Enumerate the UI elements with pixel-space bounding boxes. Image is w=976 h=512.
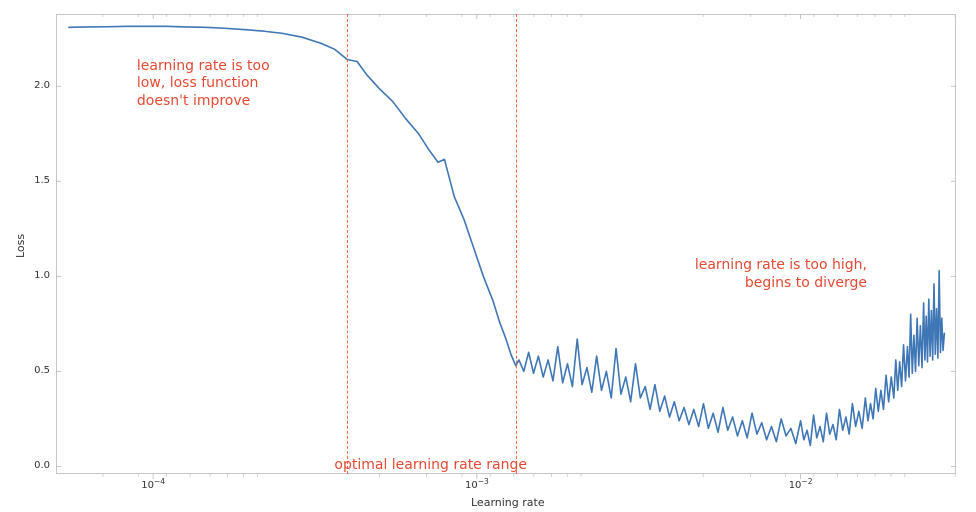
vline-low: [347, 14, 348, 474]
annotation-0: learning rate is too low, loss function …: [137, 58, 270, 111]
x-tick-label: 10−4: [141, 480, 165, 491]
x-tick-label: 10−3: [465, 480, 489, 491]
y-tick-label: 2.0: [34, 80, 50, 91]
y-tick-label: 1.5: [34, 175, 50, 186]
x-tick-label: 10−2: [789, 480, 813, 491]
y-tick-label: 0.0: [34, 460, 50, 471]
y-tick-label: 1.0: [34, 270, 50, 281]
vline-high: [516, 14, 517, 474]
annotation-2: learning rate is too high, begins to div…: [695, 257, 867, 292]
y-axis-label: Loss: [14, 234, 27, 258]
annotation-1: optimal learning rate range: [334, 457, 527, 475]
y-tick-label: 0.5: [34, 365, 50, 376]
figure: Loss Learning rate 0.0 0.5 1.0 1.5 2.0 10−4 10…: [0, 0, 976, 512]
x-axis-label: Learning rate: [471, 496, 545, 509]
